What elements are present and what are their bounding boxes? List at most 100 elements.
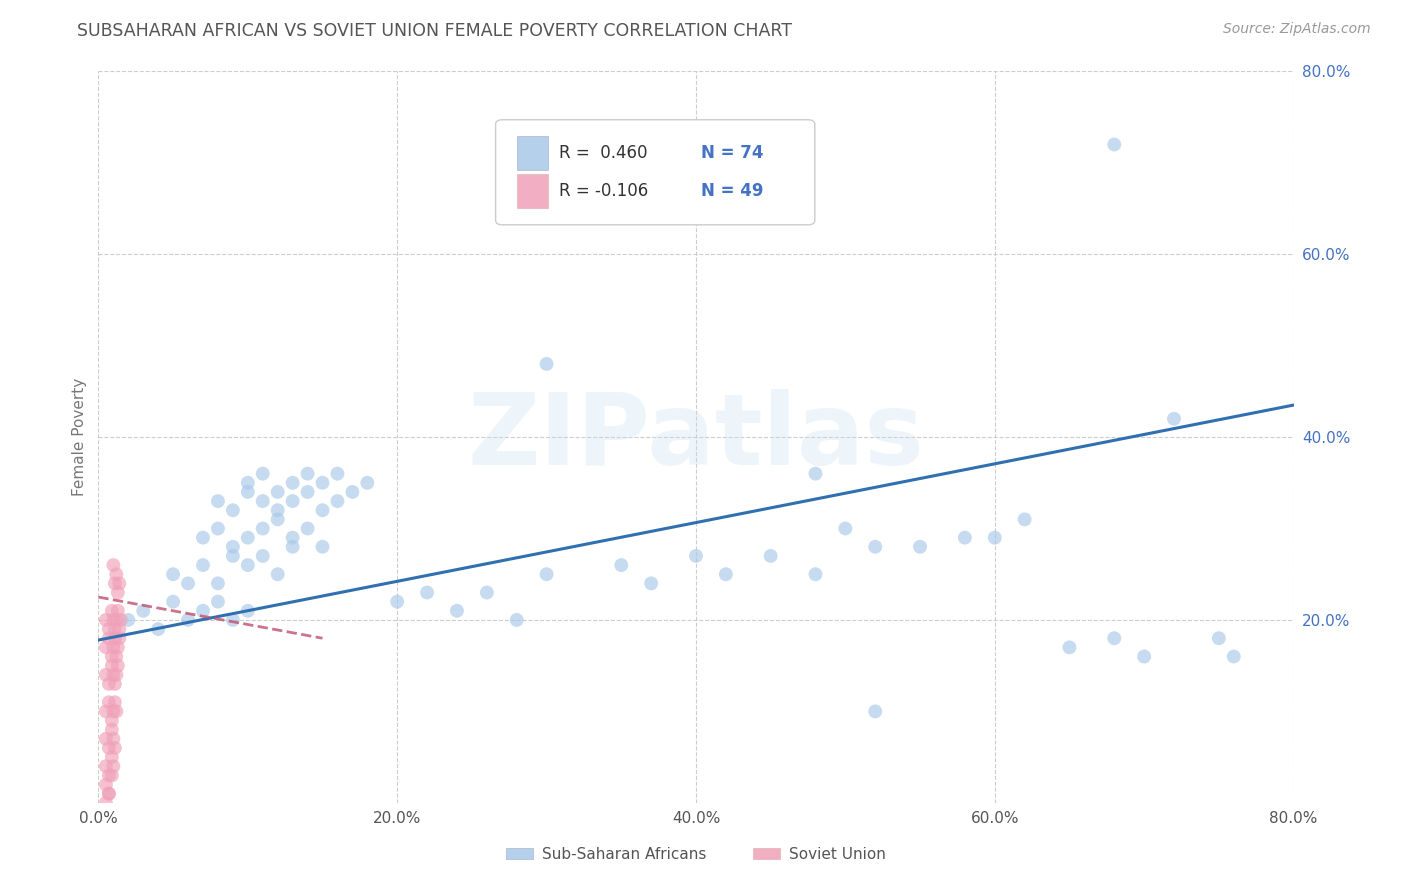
Point bbox=[236, 485, 259, 500]
Text: N = 74: N = 74 bbox=[702, 144, 763, 161]
Point bbox=[162, 567, 184, 582]
Point bbox=[267, 503, 290, 517]
Point bbox=[97, 768, 120, 782]
Point bbox=[252, 494, 274, 508]
Point bbox=[191, 531, 214, 545]
Point bbox=[475, 585, 498, 599]
Y-axis label: Female Poverty: Female Poverty bbox=[72, 378, 87, 496]
Point bbox=[446, 604, 468, 618]
Point bbox=[236, 475, 259, 490]
Point bbox=[311, 503, 333, 517]
Point bbox=[107, 585, 129, 599]
Point bbox=[267, 567, 290, 582]
Text: SUBSAHARAN AFRICAN VS SOVIET UNION FEMALE POVERTY CORRELATION CHART: SUBSAHARAN AFRICAN VS SOVIET UNION FEMAL… bbox=[77, 22, 793, 40]
Text: Source: ZipAtlas.com: Source: ZipAtlas.com bbox=[1223, 22, 1371, 37]
Point bbox=[105, 613, 128, 627]
Point bbox=[207, 594, 229, 608]
Point bbox=[326, 467, 349, 481]
Point bbox=[148, 622, 170, 636]
Point bbox=[132, 604, 155, 618]
Point bbox=[222, 549, 245, 563]
Text: R = -0.106: R = -0.106 bbox=[560, 182, 648, 200]
Point bbox=[107, 604, 129, 618]
Legend: Sub-Saharan Africans, Soviet Union: Sub-Saharan Africans, Soviet Union bbox=[499, 841, 893, 868]
Point bbox=[1163, 412, 1185, 426]
Point bbox=[281, 531, 304, 545]
Point bbox=[94, 759, 117, 773]
Point bbox=[110, 613, 132, 627]
Point bbox=[94, 667, 117, 681]
Point bbox=[1059, 640, 1081, 655]
Point bbox=[506, 613, 529, 627]
Point bbox=[103, 640, 125, 655]
Point bbox=[297, 485, 319, 500]
Point bbox=[222, 613, 245, 627]
Point bbox=[759, 549, 782, 563]
Point bbox=[107, 640, 129, 655]
Point bbox=[191, 604, 214, 618]
Point bbox=[865, 705, 887, 719]
Point bbox=[326, 494, 349, 508]
Point bbox=[834, 521, 856, 535]
Point bbox=[97, 677, 120, 691]
Point bbox=[536, 357, 558, 371]
Point bbox=[101, 768, 124, 782]
Point bbox=[103, 759, 125, 773]
Point bbox=[108, 622, 131, 636]
Point bbox=[104, 740, 127, 755]
Point bbox=[101, 723, 124, 737]
Point bbox=[191, 558, 214, 573]
Point bbox=[103, 705, 125, 719]
Text: N = 49: N = 49 bbox=[702, 182, 763, 200]
Point bbox=[94, 778, 117, 792]
Point bbox=[385, 594, 409, 608]
Text: ZIPatlas: ZIPatlas bbox=[468, 389, 924, 485]
Point bbox=[97, 740, 120, 755]
Point bbox=[97, 787, 120, 801]
Point bbox=[104, 632, 127, 646]
Point bbox=[103, 558, 125, 573]
Point bbox=[1014, 512, 1036, 526]
Point bbox=[207, 576, 229, 591]
Point bbox=[94, 640, 117, 655]
Point bbox=[104, 695, 127, 709]
Point bbox=[804, 467, 827, 481]
Point bbox=[103, 731, 125, 746]
Point bbox=[97, 695, 120, 709]
Point bbox=[101, 658, 124, 673]
Point bbox=[252, 521, 274, 535]
Point bbox=[281, 494, 304, 508]
Point bbox=[252, 549, 274, 563]
Point bbox=[297, 521, 319, 535]
Point bbox=[94, 613, 117, 627]
Point bbox=[105, 667, 128, 681]
Point bbox=[108, 576, 131, 591]
Point bbox=[103, 613, 125, 627]
Point bbox=[311, 540, 333, 554]
Point bbox=[207, 521, 229, 535]
Point bbox=[1104, 137, 1126, 152]
Point bbox=[207, 494, 229, 508]
Point bbox=[94, 796, 117, 810]
Point bbox=[536, 567, 558, 582]
Point bbox=[685, 549, 707, 563]
Point bbox=[311, 475, 333, 490]
Point bbox=[105, 567, 128, 582]
Point bbox=[267, 512, 290, 526]
Point bbox=[984, 531, 1007, 545]
Point bbox=[101, 714, 124, 728]
Text: R =  0.460: R = 0.460 bbox=[560, 144, 647, 161]
Point bbox=[177, 613, 200, 627]
Point bbox=[610, 558, 633, 573]
Point bbox=[107, 658, 129, 673]
Point bbox=[252, 467, 274, 481]
Point bbox=[267, 485, 290, 500]
Point bbox=[222, 503, 245, 517]
Point bbox=[94, 705, 117, 719]
Point bbox=[236, 604, 259, 618]
Point bbox=[1208, 632, 1230, 646]
Point bbox=[1133, 649, 1156, 664]
Point bbox=[953, 531, 976, 545]
Point bbox=[908, 540, 931, 554]
Point bbox=[640, 576, 662, 591]
